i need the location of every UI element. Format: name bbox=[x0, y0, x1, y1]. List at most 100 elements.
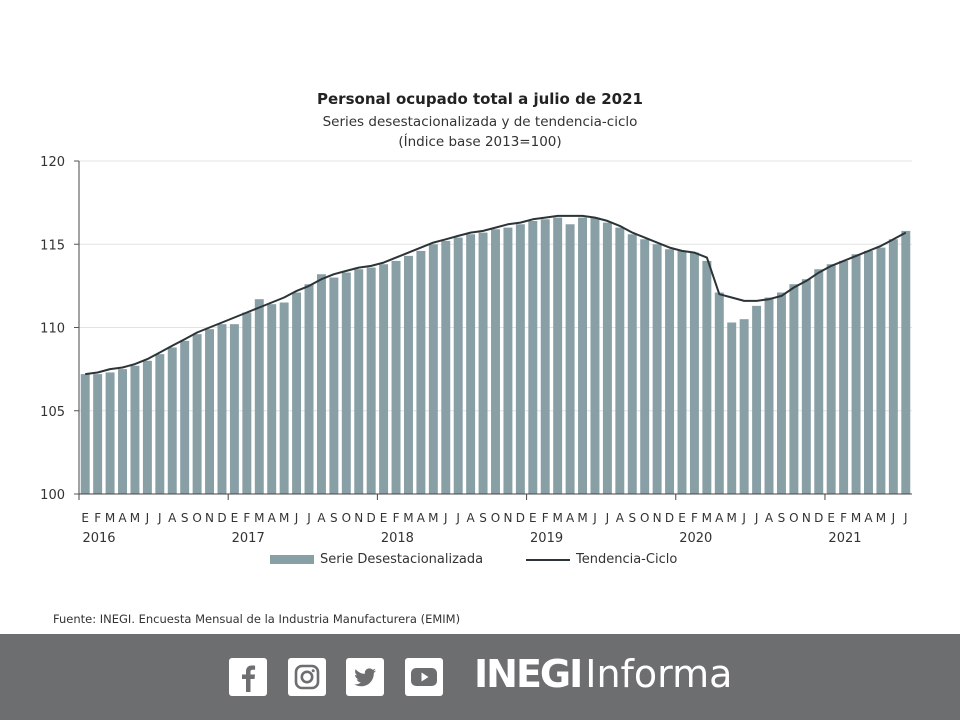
bar bbox=[403, 255, 413, 494]
bar bbox=[304, 284, 314, 494]
x-month-label: E bbox=[529, 511, 537, 525]
bar bbox=[689, 252, 699, 494]
x-month-label: F bbox=[94, 511, 101, 525]
bar bbox=[565, 224, 575, 494]
bar bbox=[93, 374, 103, 494]
bar bbox=[739, 319, 749, 494]
bar bbox=[167, 347, 177, 494]
x-month-label: N bbox=[205, 511, 214, 525]
bar bbox=[627, 234, 637, 494]
x-month-label: N bbox=[802, 511, 811, 525]
bar bbox=[354, 269, 364, 494]
bar bbox=[366, 267, 376, 494]
instagram-icon[interactable] bbox=[288, 658, 326, 696]
x-month-label: A bbox=[765, 511, 774, 525]
source-note: Fuente: INEGI. Encuesta Mensual de la In… bbox=[53, 612, 461, 626]
x-month-label: J bbox=[443, 511, 448, 525]
bar bbox=[665, 249, 675, 494]
facebook-icon[interactable] bbox=[229, 658, 267, 696]
y-tick-label: 100 bbox=[40, 488, 65, 503]
bar bbox=[528, 220, 538, 494]
bar bbox=[192, 334, 202, 494]
x-month-label: M bbox=[279, 511, 289, 525]
bar bbox=[864, 250, 873, 494]
x-year-label: 2018 bbox=[381, 531, 414, 546]
bar bbox=[267, 304, 277, 494]
bar bbox=[714, 292, 724, 494]
x-month-label: A bbox=[864, 511, 873, 525]
bar bbox=[341, 272, 351, 494]
x-month-label: S bbox=[181, 511, 189, 525]
y-axis-ticks: 100 105 110 115 120 bbox=[40, 155, 79, 503]
legend-label-bars: Serie Desestacionalizada bbox=[320, 552, 484, 567]
bar bbox=[242, 312, 252, 494]
youtube-icon[interactable] bbox=[405, 658, 443, 696]
x-month-label: J bbox=[455, 511, 460, 525]
bar bbox=[466, 234, 476, 494]
bar bbox=[876, 247, 886, 494]
bar bbox=[901, 230, 911, 494]
bar bbox=[752, 305, 762, 494]
x-month-label: J bbox=[891, 511, 896, 525]
bar bbox=[578, 217, 588, 495]
x-month-label: J bbox=[157, 511, 162, 525]
x-month-label: E bbox=[678, 511, 686, 525]
y-tick-label: 105 bbox=[40, 405, 65, 420]
bar bbox=[590, 217, 600, 495]
x-year-label: 2016 bbox=[82, 531, 115, 546]
x-month-label: D bbox=[814, 511, 823, 525]
bar bbox=[851, 254, 861, 494]
x-month-label: F bbox=[243, 511, 250, 525]
bar bbox=[826, 264, 836, 494]
bar bbox=[118, 369, 127, 494]
trend-line bbox=[85, 214, 907, 376]
bar bbox=[478, 232, 488, 494]
bar bbox=[254, 299, 264, 494]
y-tick-label: 115 bbox=[40, 238, 65, 253]
bar bbox=[80, 374, 90, 494]
x-month-label: M bbox=[130, 511, 140, 525]
x-month-label: J bbox=[145, 511, 150, 525]
x-month-label: S bbox=[479, 511, 487, 525]
x-month-label: J bbox=[605, 511, 610, 525]
legend-swatch-bars bbox=[270, 555, 314, 564]
x-month-label: E bbox=[380, 511, 388, 525]
inegi-informa-logo: INEGI Informa bbox=[474, 652, 732, 702]
brand-bold-text: INEGI bbox=[474, 652, 583, 696]
x-month-label: F bbox=[542, 511, 549, 525]
x-month-label: A bbox=[417, 511, 426, 525]
x-month-label: E bbox=[81, 511, 89, 525]
x-month-label: A bbox=[168, 511, 177, 525]
bar bbox=[379, 264, 389, 494]
x-month-label: J bbox=[754, 511, 759, 525]
x-month-label: S bbox=[330, 511, 338, 525]
bar bbox=[540, 219, 550, 494]
bar bbox=[155, 354, 165, 494]
bar-series bbox=[80, 217, 911, 495]
bar bbox=[229, 324, 239, 494]
x-month-label: O bbox=[640, 511, 649, 525]
x-month-label: M bbox=[876, 511, 886, 525]
x-month-label: S bbox=[628, 511, 636, 525]
bar bbox=[764, 297, 774, 494]
chart-subtitle-index: (Índice base 2013=100) bbox=[398, 134, 562, 150]
x-month-label: D bbox=[217, 511, 226, 525]
x-month-label: O bbox=[789, 511, 798, 525]
x-month-label: N bbox=[354, 511, 363, 525]
x-month-label: J bbox=[903, 511, 908, 525]
x-month-label: F bbox=[393, 511, 400, 525]
x-year-label: 2020 bbox=[679, 531, 712, 546]
footer-bar bbox=[0, 634, 960, 720]
x-month-label: M bbox=[702, 511, 712, 525]
bar bbox=[142, 360, 152, 494]
y-tick-label: 120 bbox=[40, 155, 65, 170]
twitter-icon[interactable] bbox=[346, 658, 384, 696]
x-month-label: E bbox=[827, 511, 835, 525]
x-year-label: 2019 bbox=[530, 531, 563, 546]
x-month-label: M bbox=[552, 511, 562, 525]
bar bbox=[888, 239, 898, 494]
x-month-label: A bbox=[467, 511, 476, 525]
bar bbox=[602, 222, 612, 495]
x-month-label: J bbox=[592, 511, 597, 525]
bar bbox=[316, 274, 326, 494]
